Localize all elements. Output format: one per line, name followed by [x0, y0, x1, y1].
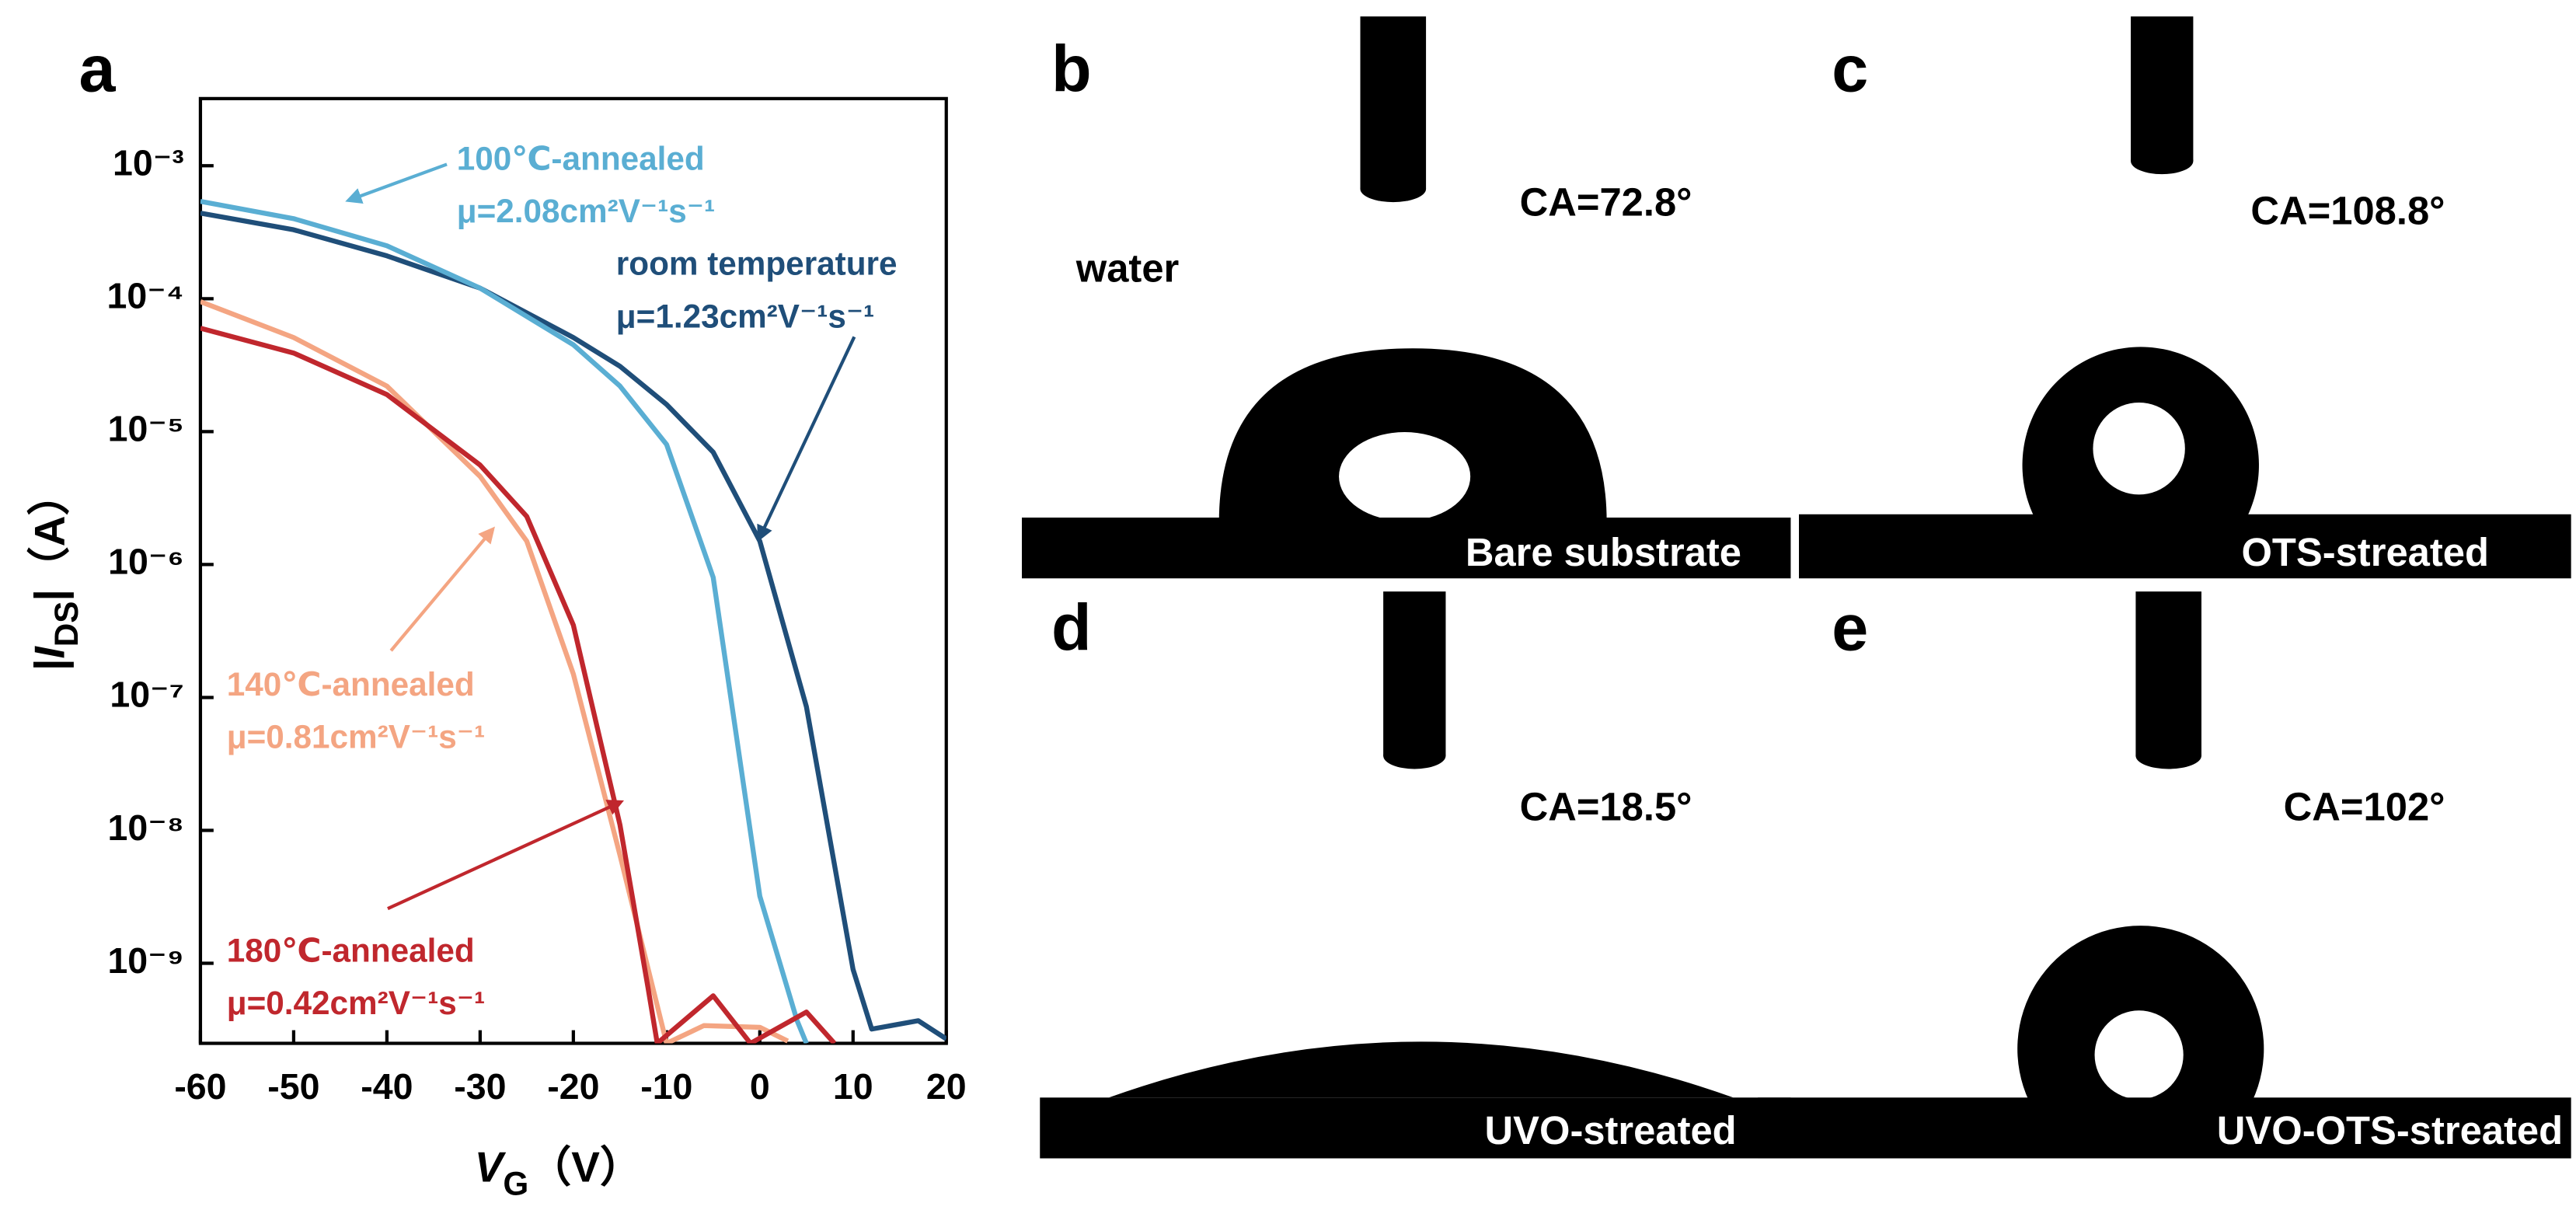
substrate — [1022, 517, 1791, 579]
annotation-arrow — [387, 800, 624, 911]
substrate — [1799, 514, 2571, 579]
y-tick-label: 10⁻⁹ — [107, 940, 183, 981]
annotation: 180℃-annealed — [227, 932, 475, 968]
x-tick-label: -40 — [361, 1066, 413, 1107]
photo-d — [1040, 591, 1791, 1159]
y-label-unit: |（A） — [25, 473, 74, 602]
x-label-unit: （V） — [528, 1142, 643, 1191]
x-tick-label: -30 — [454, 1066, 506, 1107]
y-label-subscript: DS — [48, 602, 85, 647]
x-tick-label: 0 — [750, 1066, 770, 1107]
contact-angle: CA=102° — [2284, 785, 2445, 829]
annotation: μ=0.42cm²V⁻¹s⁻¹ — [227, 985, 485, 1021]
photo-c — [1799, 16, 2571, 579]
photo-b — [1022, 16, 1791, 579]
annotation: 140℃-annealed — [227, 666, 475, 703]
x-axis-label: VG（V） — [475, 1142, 643, 1202]
series-line — [200, 299, 790, 1044]
contact-angle: CA=108.8° — [2250, 188, 2445, 232]
annotation-arrow — [389, 526, 495, 652]
annotation-arrow — [757, 336, 856, 542]
caption: OTS-streated — [2241, 530, 2488, 574]
needle — [1360, 16, 1427, 190]
y-tick-label: 10⁻⁷ — [110, 675, 183, 715]
needle — [1383, 591, 1446, 756]
annotation: μ=2.08cm²V⁻¹s⁻¹ — [457, 193, 715, 229]
x-label-symbol: V — [475, 1142, 507, 1191]
annotation: μ=0.81cm²V⁻¹s⁻¹ — [227, 719, 485, 755]
series-line — [200, 198, 809, 1044]
panel-letter: e — [1832, 590, 1868, 664]
y-label-bar: | — [25, 659, 74, 671]
panel-letter: b — [1051, 32, 1092, 106]
contact-angle: CA=72.8° — [1520, 180, 1692, 225]
droplet-highlight — [2093, 403, 2185, 495]
y-tick-label: 10⁻⁶ — [108, 542, 184, 582]
series-line — [200, 211, 946, 1041]
needle-tip — [1360, 176, 1427, 203]
photo-e — [1758, 591, 2571, 1159]
x-tick-label: -50 — [267, 1066, 319, 1107]
panel-letter: d — [1051, 590, 1092, 664]
substrate — [1758, 1097, 2571, 1159]
y-tick-label: 10⁻⁸ — [108, 807, 184, 848]
droplet — [1109, 1041, 1734, 1098]
droplet-highlight — [2094, 1010, 2184, 1100]
series-line — [200, 326, 837, 1044]
x-tick-label: -60 — [174, 1066, 226, 1107]
panel-letter: a — [78, 32, 116, 106]
caption: UVO-OTS-streated — [2217, 1108, 2563, 1153]
needle — [2135, 591, 2201, 756]
needle-tip — [2135, 742, 2201, 769]
y-axis-label: |IDS|（A） — [25, 473, 85, 671]
annotation: 100℃-annealed — [457, 140, 705, 176]
annotation: room temperature — [616, 246, 898, 282]
needle-tip — [2131, 148, 2194, 175]
caption: Bare substrate — [1466, 530, 1741, 574]
annotation: μ=1.23cm²V⁻¹s⁻¹ — [616, 298, 874, 334]
y-tick-label: 10⁻³ — [113, 143, 184, 183]
x-label-subscript: G — [503, 1166, 528, 1202]
panel-letter: c — [1832, 32, 1868, 106]
contact-angle: CA=18.5° — [1520, 785, 1692, 829]
liquid-label: water — [1075, 246, 1180, 290]
needle — [2131, 16, 2194, 162]
droplet-highlight — [1339, 432, 1471, 521]
y-tick-label: 10⁻⁵ — [108, 409, 184, 449]
x-tick-label: -10 — [640, 1066, 692, 1107]
y-tick-label: 10⁻⁴ — [107, 276, 184, 316]
annotation-arrow — [345, 162, 448, 204]
x-tick-label: 20 — [926, 1066, 967, 1107]
y-label-symbol: I — [25, 646, 73, 659]
substrate — [1040, 1097, 1791, 1159]
needle-tip — [1383, 742, 1446, 769]
x-tick-label: 10 — [833, 1066, 873, 1107]
caption: UVO-streated — [1485, 1108, 1737, 1153]
x-tick-label: -20 — [547, 1066, 599, 1107]
